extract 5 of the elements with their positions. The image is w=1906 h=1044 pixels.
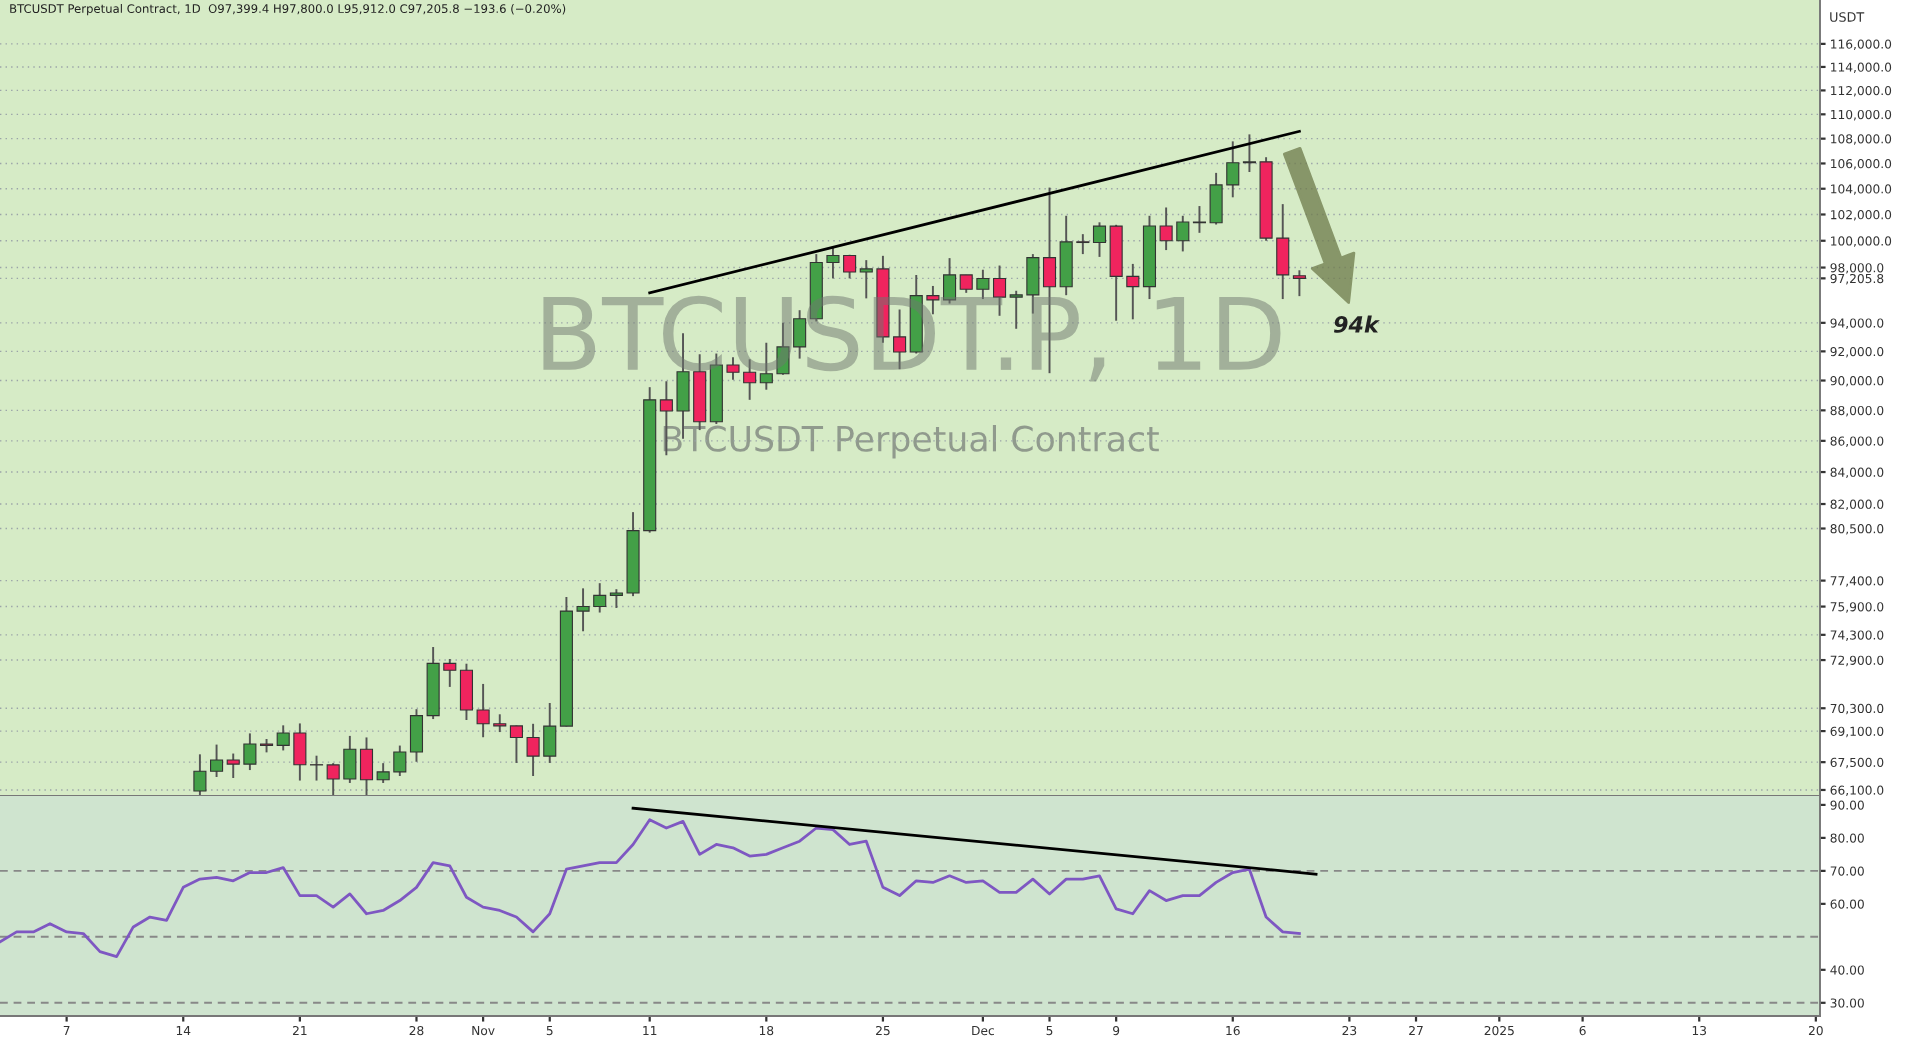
candlestick [1292,269,1306,298]
candlestick [1092,221,1107,258]
line-series [0,818,1301,959]
annotation: 94k [1333,315,1380,333]
candlestick [359,736,374,796]
